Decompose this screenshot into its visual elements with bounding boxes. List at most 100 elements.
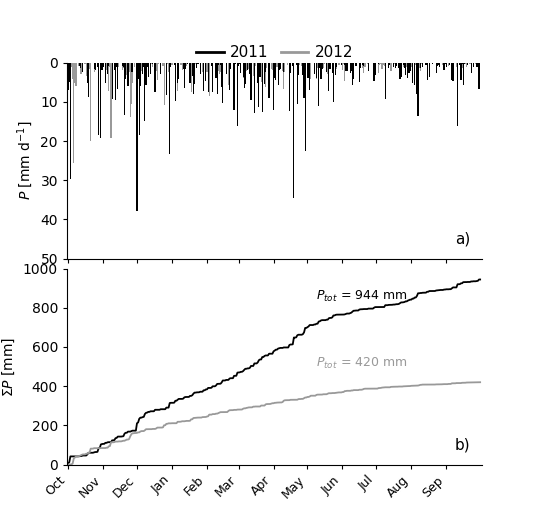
Bar	[461, 63, 463, 64]
Bar	[152, 63, 153, 64]
Bar	[335, 63, 336, 75]
Bar	[205, 63, 206, 64]
Bar	[181, 63, 182, 65]
Bar	[279, 63, 280, 69]
Bar	[329, 63, 330, 91]
Bar	[132, 63, 133, 72]
Bar	[416, 63, 418, 94]
Bar	[125, 63, 126, 79]
Bar	[88, 63, 89, 79]
Bar	[143, 63, 144, 67]
Bar	[90, 63, 91, 141]
Bar	[359, 63, 360, 70]
Bar	[389, 63, 390, 65]
Bar	[307, 63, 308, 78]
Bar	[333, 63, 334, 102]
Bar	[415, 63, 416, 65]
Bar	[426, 63, 427, 65]
Bar	[272, 63, 273, 70]
Bar	[146, 63, 148, 67]
Bar	[255, 63, 256, 66]
Bar	[338, 63, 340, 65]
Bar	[238, 63, 239, 66]
Bar	[88, 63, 89, 97]
Bar	[368, 63, 369, 72]
Bar	[258, 63, 259, 107]
Bar	[116, 63, 117, 67]
Bar	[189, 63, 191, 84]
Bar	[108, 63, 109, 65]
Bar	[473, 63, 474, 67]
Bar	[403, 63, 404, 65]
Bar	[217, 63, 218, 94]
Bar	[403, 63, 404, 66]
Bar	[162, 63, 163, 66]
Bar	[278, 63, 279, 85]
Bar	[242, 63, 244, 78]
Bar	[82, 63, 84, 70]
Bar	[297, 63, 298, 104]
Bar	[73, 63, 75, 163]
Bar	[114, 63, 115, 70]
Bar	[359, 63, 360, 81]
Bar	[239, 63, 240, 64]
Bar	[247, 63, 248, 70]
Bar	[185, 63, 186, 69]
Bar	[451, 63, 452, 74]
Bar	[396, 63, 397, 66]
Bar	[95, 63, 96, 70]
Bar	[155, 63, 157, 71]
Bar	[166, 63, 167, 91]
Bar	[98, 63, 99, 135]
Bar	[352, 63, 353, 85]
Bar	[304, 63, 306, 76]
Bar	[187, 63, 188, 64]
Bar	[420, 63, 421, 68]
Bar	[235, 63, 236, 64]
Bar	[421, 63, 422, 64]
Bar	[327, 63, 329, 74]
Bar	[229, 63, 230, 90]
Bar	[260, 63, 262, 81]
Bar	[319, 63, 321, 64]
Bar	[144, 63, 145, 121]
Bar	[467, 63, 468, 65]
Bar	[86, 63, 87, 76]
Bar	[432, 63, 433, 64]
Bar	[110, 63, 111, 138]
Bar	[203, 63, 204, 91]
Bar	[363, 63, 364, 66]
Bar	[364, 63, 366, 67]
Bar	[93, 63, 95, 72]
Bar	[459, 63, 460, 65]
Bar	[293, 63, 294, 198]
Bar	[226, 63, 227, 74]
Bar	[105, 63, 106, 83]
Bar	[444, 63, 446, 64]
Bar	[388, 63, 389, 68]
Bar	[262, 63, 263, 112]
Bar	[330, 63, 331, 69]
Bar	[97, 63, 98, 67]
Bar	[212, 63, 213, 73]
Bar	[407, 63, 408, 78]
Bar	[463, 63, 464, 85]
Bar	[292, 63, 293, 66]
Bar	[452, 63, 453, 81]
Bar	[271, 63, 272, 69]
Bar	[379, 63, 380, 65]
Bar	[230, 63, 231, 69]
Text: b): b)	[455, 438, 470, 453]
Bar	[436, 63, 437, 65]
Bar	[199, 63, 201, 74]
Bar	[351, 63, 352, 71]
Bar	[207, 63, 209, 67]
Bar	[398, 63, 399, 65]
Bar	[207, 63, 209, 92]
Bar	[346, 63, 347, 68]
Bar	[197, 63, 198, 64]
Bar	[479, 63, 480, 64]
Bar	[93, 63, 95, 69]
Bar	[245, 63, 246, 85]
Bar	[82, 63, 84, 72]
